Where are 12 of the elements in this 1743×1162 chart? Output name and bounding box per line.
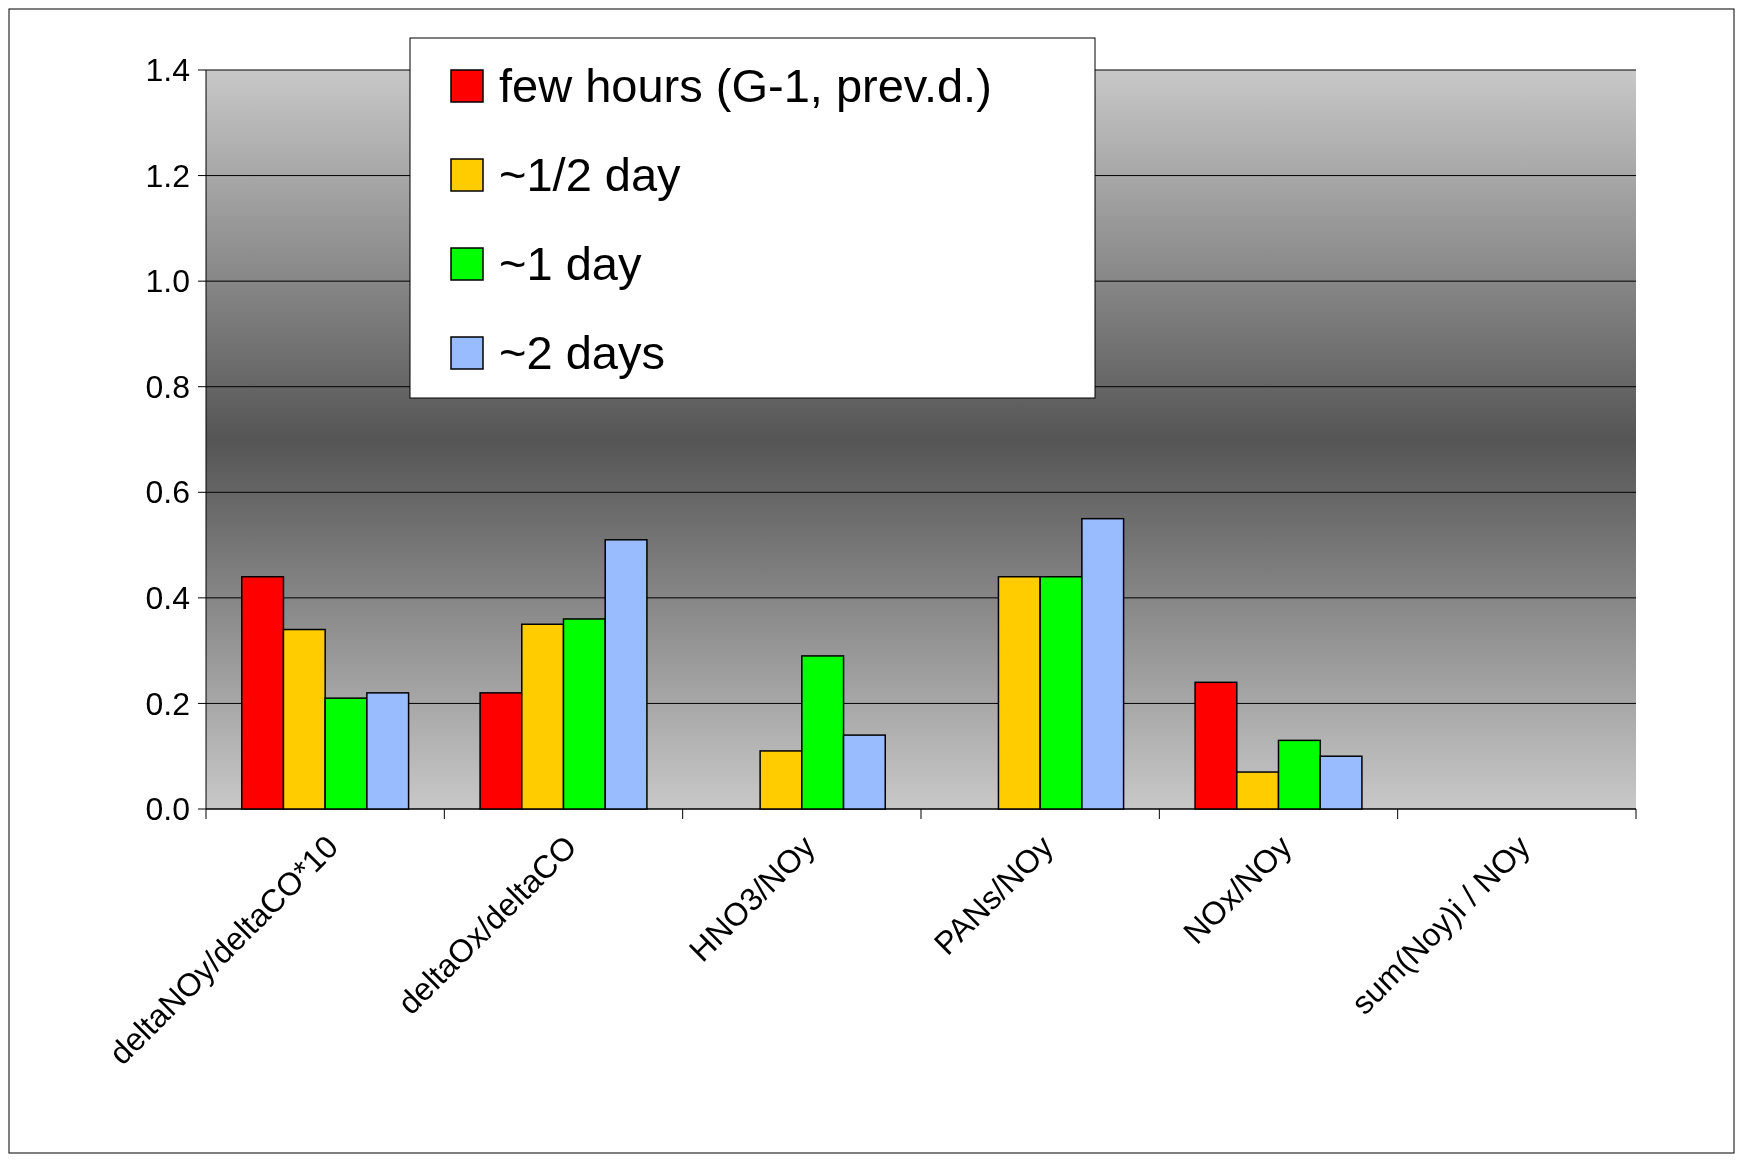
y-tick-label: 0.4 bbox=[145, 580, 190, 617]
legend-label: ~2 days bbox=[499, 326, 665, 380]
legend-label: ~1/2 day bbox=[499, 148, 682, 202]
y-tick-label: 0.8 bbox=[145, 368, 190, 405]
y-tick-label: 1.2 bbox=[145, 157, 190, 194]
y-tick-label: 0.2 bbox=[145, 685, 190, 722]
legend-label: ~1 day bbox=[499, 237, 642, 291]
y-tick-label: 1.4 bbox=[145, 52, 190, 89]
y-tick-label: 0.0 bbox=[145, 791, 190, 828]
y-tick-label: 0.6 bbox=[145, 474, 190, 511]
legend-label: few hours (G-1, prev.d.) bbox=[499, 59, 992, 113]
y-tick-label: 1.0 bbox=[145, 263, 190, 300]
